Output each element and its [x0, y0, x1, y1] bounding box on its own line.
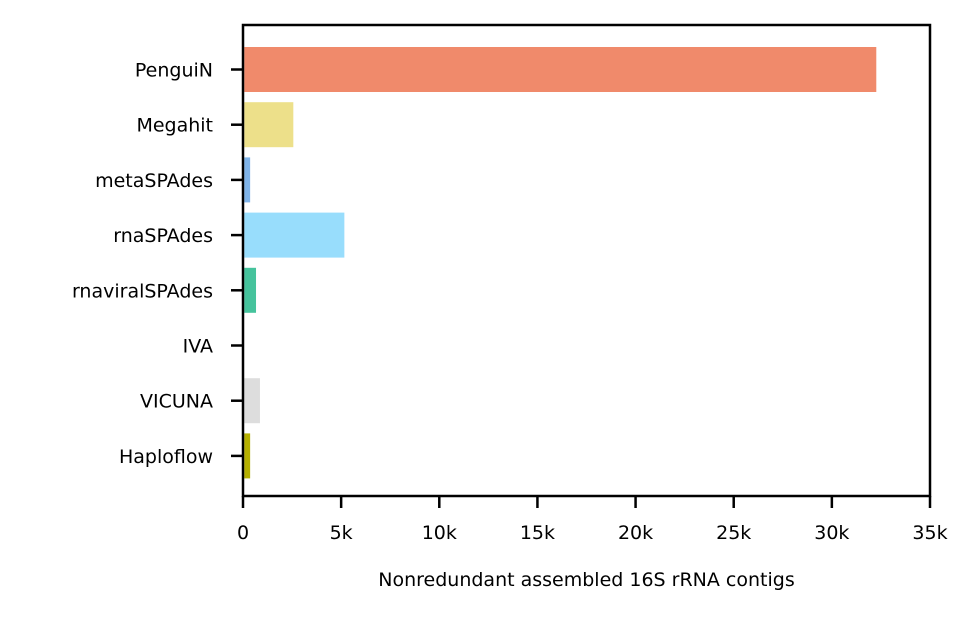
x-tick-label: 20k: [618, 522, 653, 544]
y-tick-label: Megahit: [136, 115, 213, 137]
x-axis-ticks: 0 5k 10k 15k 20k 25k 30k 35k: [237, 496, 948, 544]
bars-group: [244, 47, 877, 479]
bar-vicuna: [244, 378, 260, 424]
x-tick-label: 25k: [716, 522, 751, 544]
y-tick-label: rnaSPAdes: [113, 225, 213, 247]
bar-rnaviralspades: [244, 267, 257, 313]
y-tick-label: PenguiN: [135, 60, 213, 82]
y-tick-label: Haploflow: [119, 446, 213, 468]
x-tick-label: 30k: [814, 522, 849, 544]
x-axis-label: Nonredundant assembled 16S rRNA contigs: [378, 569, 794, 591]
y-tick-label: metaSPAdes: [95, 170, 213, 192]
x-tick-label: 35k: [912, 522, 947, 544]
x-tick-label: 5k: [330, 522, 353, 544]
y-tick-label: VICUNA: [140, 391, 213, 413]
x-tick-label: 0: [237, 522, 249, 544]
bar-megahit: [244, 102, 294, 148]
x-tick-label: 10k: [422, 522, 457, 544]
x-tick-label: 15k: [520, 522, 555, 544]
y-axis-ticks: PenguiN Megahit metaSPAdes rnaSPAdes rnavira…: [72, 60, 243, 468]
bar-metaspades: [244, 157, 251, 203]
bar-rnaspades: [244, 212, 345, 258]
y-tick-label: IVA: [183, 336, 213, 358]
bar-haploflow: [244, 433, 251, 479]
y-tick-label: rnaviralSPAdes: [72, 280, 213, 302]
plot-frame: [241, 23, 932, 498]
bar-penguin: [244, 47, 877, 92]
